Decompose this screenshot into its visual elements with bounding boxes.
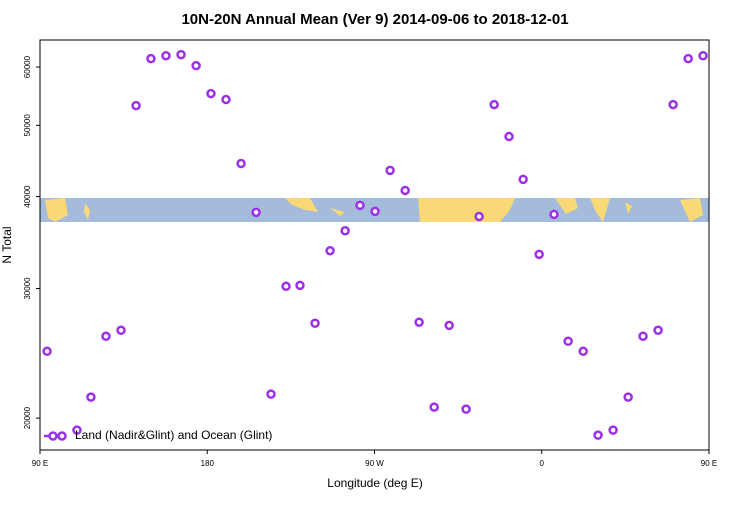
point — [72, 425, 82, 435]
point — [370, 206, 380, 217]
point — [131, 100, 141, 111]
point — [444, 320, 454, 331]
y-tick-label: 60000 — [23, 55, 32, 78]
point — [161, 50, 171, 61]
point — [623, 392, 633, 402]
point — [206, 88, 216, 99]
point — [698, 50, 708, 61]
point — [461, 404, 471, 414]
point — [101, 331, 111, 341]
point — [593, 430, 603, 440]
point — [116, 325, 126, 335]
x-tick-label: 180 — [201, 459, 215, 468]
point — [683, 53, 693, 64]
legend-label: Land (Nadir&Glint) and Ocean (Glint) — [75, 428, 272, 442]
point — [608, 425, 618, 435]
x-axis-label: Longitude (deg E) — [327, 476, 422, 490]
point — [355, 200, 365, 211]
point — [578, 346, 588, 357]
x-tick-label: 90 W — [365, 459, 384, 468]
x-tick-label: 90 E — [701, 459, 717, 468]
point — [221, 94, 231, 105]
point — [518, 174, 528, 185]
point — [146, 53, 156, 64]
y-tick-label: 50000 — [23, 114, 32, 137]
point — [534, 249, 544, 260]
point — [504, 131, 514, 142]
point — [310, 318, 320, 329]
x-tick-label: 90 E — [32, 459, 48, 468]
point — [563, 336, 573, 346]
point — [489, 99, 499, 110]
point — [429, 402, 439, 412]
x-tick-label: 0 — [540, 459, 545, 468]
point — [251, 207, 261, 218]
point — [549, 209, 559, 220]
point — [414, 317, 424, 327]
y-axis-label: N Total — [0, 226, 14, 263]
point — [281, 281, 291, 292]
y-tick-label: 20000 — [23, 406, 32, 429]
map-strip — [40, 198, 709, 222]
point — [176, 49, 186, 60]
point — [400, 185, 410, 196]
point — [340, 225, 350, 236]
chart-title: 10N-20N Annual Mean (Ver 9) 2014-09-06 t… — [181, 11, 568, 28]
point — [86, 392, 96, 402]
point — [191, 60, 201, 71]
point — [474, 211, 484, 222]
legend-marker — [57, 431, 67, 441]
point — [668, 99, 678, 110]
point — [638, 331, 648, 341]
point — [236, 158, 246, 169]
legend-marker — [48, 431, 58, 441]
plot-frame — [39, 39, 710, 451]
y-tick-label: 30000 — [23, 277, 32, 300]
point — [42, 346, 52, 357]
point — [266, 389, 276, 399]
point — [325, 245, 335, 256]
point — [653, 325, 663, 335]
y-tick-label: 40000 — [23, 185, 32, 208]
point — [295, 280, 305, 291]
point — [385, 165, 395, 176]
